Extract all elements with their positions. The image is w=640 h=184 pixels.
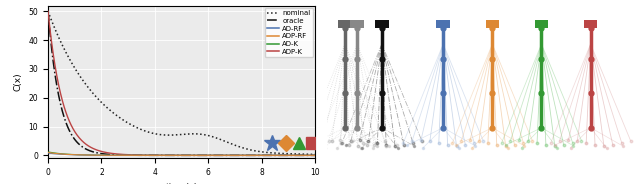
FancyBboxPatch shape xyxy=(534,20,548,28)
FancyBboxPatch shape xyxy=(351,20,364,28)
Y-axis label: C(x): C(x) xyxy=(14,72,23,91)
FancyBboxPatch shape xyxy=(584,20,597,28)
FancyBboxPatch shape xyxy=(436,20,450,28)
Legend: nominal, oracle, AD-RF, ADP-RF, AD-K, ADP-K: nominal, oracle, AD-RF, ADP-RF, AD-K, AD… xyxy=(264,8,313,57)
FancyBboxPatch shape xyxy=(486,20,499,28)
FancyBboxPatch shape xyxy=(375,20,388,28)
FancyBboxPatch shape xyxy=(338,20,352,28)
X-axis label: time(s): time(s) xyxy=(165,183,198,184)
